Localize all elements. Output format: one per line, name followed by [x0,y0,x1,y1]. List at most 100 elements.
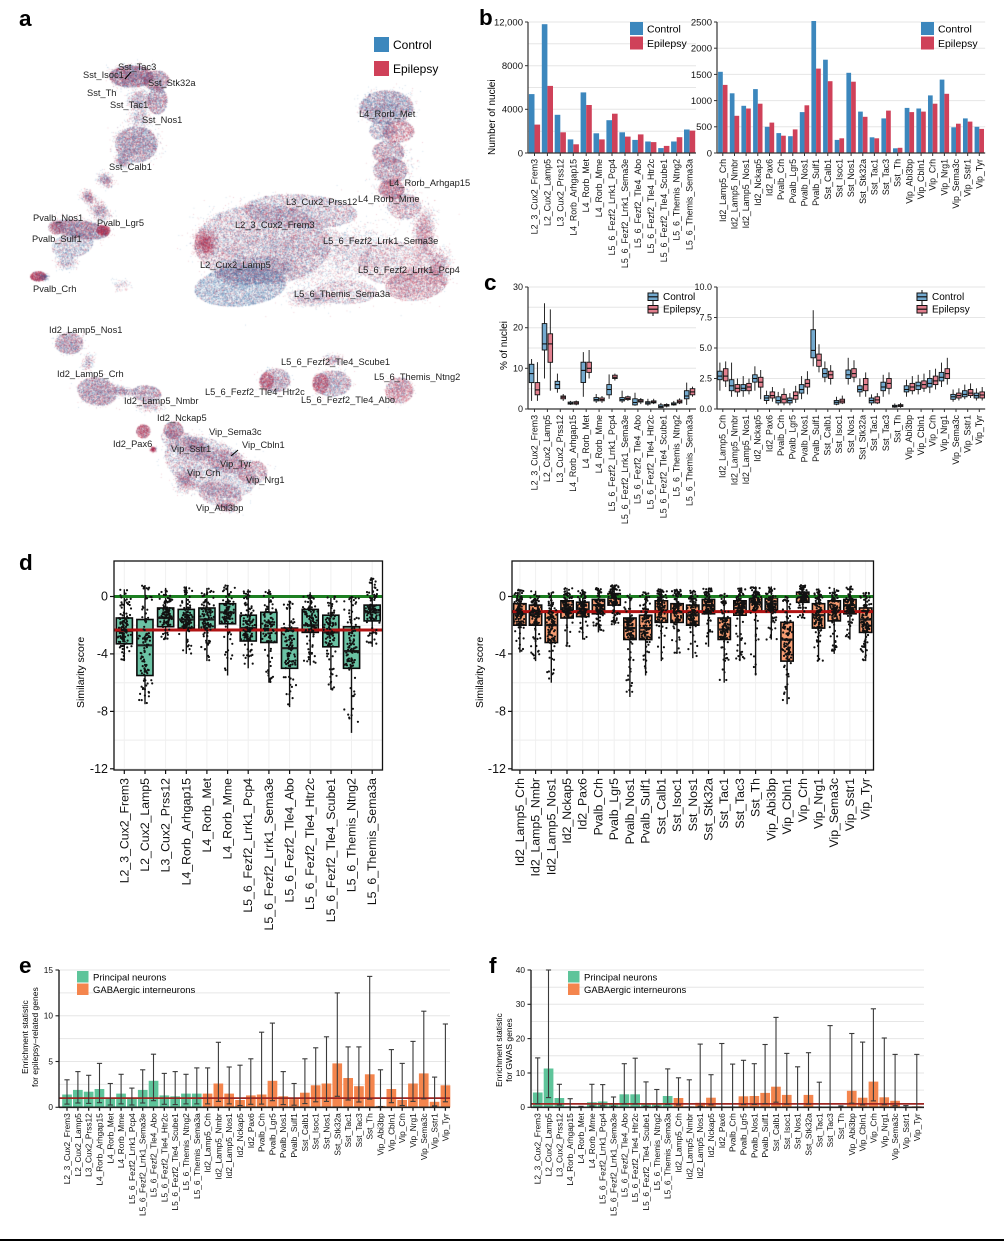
svg-text:L2_3_Cux2_Frem3: L2_3_Cux2_Frem3 [117,778,131,883]
svg-text:L4_Rorb_Arhgap15: L4_Rorb_Arhgap15 [95,1113,105,1186]
svg-text:L5_6_Fezf2_Tle4_Abo: L5_6_Fezf2_Tle4_Abo [633,159,643,248]
svg-text:12,000: 12,000 [494,17,523,28]
svg-text:Epilepsy: Epilepsy [647,38,687,50]
svg-text:Pvalb_Crh: Pvalb_Crh [33,284,76,294]
svg-text:Vip_Nrg1: Vip_Nrg1 [879,1113,889,1148]
svg-text:Vip_Tyr: Vip_Tyr [974,159,984,189]
svg-text:L5_6_Themis_Sema3a: L5_6_Themis_Sema3a [684,415,694,506]
svg-text:Pvalb_Crh: Pvalb_Crh [257,1113,267,1152]
svg-text:15: 15 [44,965,54,975]
svg-text:Id2_Lamp5_Nos1: Id2_Lamp5_Nos1 [49,325,122,335]
svg-text:Id2_Nckap5: Id2_Nckap5 [753,159,763,206]
svg-text:Principal neurons: Principal neurons [584,972,658,983]
svg-text:L5_6_Fezf2_Tle4_Scube1: L5_6_Fezf2_Tle4_Scube1 [658,159,668,262]
svg-text:L5_6_Fezf2_Tle4_Scube1: L5_6_Fezf2_Tle4_Scube1 [170,1113,180,1211]
svg-text:L5_6_Fezf2_Tle4_Htr2c: L5_6_Fezf2_Tle4_Htr2c [159,1113,169,1202]
svg-text:L5_6_Themis_Ntng2: L5_6_Themis_Ntng2 [671,415,681,497]
svg-text:Id2_Lamp5_Nmbr: Id2_Lamp5_Nmbr [729,159,739,229]
svg-text:Sst_Th: Sst_Th [836,1113,846,1140]
svg-text:L2_3_Cux2_Frem3: L2_3_Cux2_Frem3 [235,220,315,230]
svg-text:Id2_Lamp5_Nmbr: Id2_Lamp5_Nmbr [729,415,739,485]
svg-text:Sst_Th: Sst_Th [892,415,902,443]
svg-text:30: 30 [516,999,526,1009]
svg-text:0: 0 [499,590,506,604]
svg-text:L3_Cux2_Prss12: L3_Cux2_Prss12 [555,159,565,227]
svg-text:L4_Rorb_Met: L4_Rorb_Met [576,1113,586,1164]
svg-text:Vip_Nrg1: Vip_Nrg1 [939,159,949,196]
svg-text:L2_Cux2_Lamp5: L2_Cux2_Lamp5 [542,159,552,226]
svg-text:Sst_Tac3: Sst_Tac3 [881,159,891,195]
svg-text:Sst_Tac3: Sst_Tac3 [118,62,156,72]
svg-text:L4_Rorb_Mme: L4_Rorb_Mme [220,778,234,859]
svg-text:L3_Cux2_Prss12: L3_Cux2_Prss12 [84,1113,94,1177]
svg-text:40: 40 [516,965,526,975]
svg-text:Epilepsy: Epilepsy [663,305,701,316]
svg-text:10: 10 [516,1068,526,1078]
svg-text:Pvalb_Crh: Pvalb_Crh [776,159,786,200]
svg-text:Pvalb_Sulf1: Pvalb_Sulf1 [811,415,821,462]
svg-text:1500: 1500 [691,70,712,81]
svg-text:L5_6_Fezf2_Lrrk1_Pcp4: L5_6_Fezf2_Lrrk1_Pcp4 [127,1113,137,1204]
svg-text:1000: 1000 [691,96,712,107]
svg-text:Sst_Tac1: Sst_Tac1 [717,778,731,829]
svg-text:Id2_Pax6: Id2_Pax6 [764,159,774,196]
svg-text:Vip_Tyr: Vip_Tyr [858,778,872,819]
svg-text:Vip_Cbln1: Vip_Cbln1 [858,1113,868,1151]
svg-text:Pvalb_Sulf1: Pvalb_Sulf1 [811,159,821,206]
svg-text:Vip_Sstr1: Vip_Sstr1 [963,159,973,197]
svg-text:L4_Rorb_Mme: L4_Rorb_Mme [587,1113,597,1168]
svg-text:Vip_Cbln1: Vip_Cbln1 [916,159,926,199]
svg-text:L4_Rorb_Mme: L4_Rorb_Mme [358,194,420,204]
svg-text:L4_Rorb_Met: L4_Rorb_Met [581,158,591,212]
svg-text:Id2_Lamp5_Nmbr: Id2_Lamp5_Nmbr [213,1113,223,1180]
svg-text:Vip_Nrg1: Vip_Nrg1 [939,415,949,452]
svg-text:Sst_Nos1: Sst_Nos1 [685,778,699,831]
svg-text:0.0: 0.0 [699,404,712,414]
svg-text:Pvalb_Sulf1: Pvalb_Sulf1 [760,1113,770,1158]
svg-text:30: 30 [513,282,523,292]
svg-text:Vip_Abi3bp: Vip_Abi3bp [375,1113,385,1156]
svg-text:Sst_Nos1: Sst_Nos1 [793,1113,803,1149]
svg-text:Id2_Pax6: Id2_Pax6 [764,415,774,452]
svg-text:-12: -12 [89,762,107,776]
svg-text:Id2_Lamp5_Crh: Id2_Lamp5_Crh [718,159,728,222]
svg-text:L4_Rorb_Arhgap15: L4_Rorb_Arhgap15 [389,178,470,188]
svg-text:Sst_Isoc1: Sst_Isoc1 [782,1113,792,1150]
svg-text:Sst_Tac3: Sst_Tac3 [825,1113,835,1147]
svg-text:L5_6_Fezf2_Lrrk1_Pcp4: L5_6_Fezf2_Lrrk1_Pcp4 [607,159,617,255]
svg-text:Control: Control [938,25,972,36]
svg-text:Vip_Tyr: Vip_Tyr [912,1113,922,1141]
svg-text:Pvalb_Lgr5: Pvalb_Lgr5 [787,415,797,460]
svg-text:Sst_Tac1: Sst_Tac1 [869,415,879,451]
svg-text:0: 0 [48,1102,53,1112]
svg-text:Sst_Isoc1: Sst_Isoc1 [83,70,124,80]
svg-text:L5_6_Fezf2_Tle4_Scube1: L5_6_Fezf2_Tle4_Scube1 [281,357,390,367]
svg-text:Id2_Nckap5: Id2_Nckap5 [560,778,574,844]
svg-text:2.5: 2.5 [699,374,712,384]
svg-text:L5_6_Fezf2_Lrrk1_Sema3e: L5_6_Fezf2_Lrrk1_Sema3e [261,778,275,931]
svg-text:Sst_Isoc1: Sst_Isoc1 [834,159,844,198]
svg-text:Pvalb_Lgr5: Pvalb_Lgr5 [607,778,621,840]
svg-text:Id2_Nckap5: Id2_Nckap5 [157,413,207,423]
svg-text:L2_Cux2_Lamp5: L2_Cux2_Lamp5 [544,1113,554,1176]
svg-text:Sst_Th: Sst_Th [87,88,116,98]
svg-text:Vip_Abi3bp: Vip_Abi3bp [196,503,243,513]
svg-text:L5_6_Fezf2_Tle4_Htr2c: L5_6_Fezf2_Tle4_Htr2c [645,158,655,253]
svg-text:Sst_Stk32a: Sst_Stk32a [701,778,715,841]
svg-text:Vip_Sema3c: Vip_Sema3c [951,414,961,464]
svg-text:0: 0 [518,404,523,414]
svg-text:Id2_Lamp5_Crh: Id2_Lamp5_Crh [512,778,526,866]
svg-text:Vip_Abi3bp: Vip_Abi3bp [904,159,914,204]
svg-text:L5_6_Fezf2_Lrrk1_Sema3e: L5_6_Fezf2_Lrrk1_Sema3e [619,415,629,524]
svg-text:L5_6_Fezf2_Tle4_Abo: L5_6_Fezf2_Tle4_Abo [282,778,296,903]
svg-text:Sst_Isoc1: Sst_Isoc1 [311,1113,321,1150]
svg-text:Sst_Stk32a: Sst_Stk32a [332,1113,342,1156]
svg-text:Pvalb_Sulf1: Pvalb_Sulf1 [638,778,652,844]
svg-text:Id2_Pax6: Id2_Pax6 [575,778,589,830]
svg-text:Control: Control [647,24,681,36]
svg-text:L3_Cux2_Prss12: L3_Cux2_Prss12 [286,197,357,207]
svg-text:Sst_Isoc1: Sst_Isoc1 [834,415,844,454]
svg-text:4000: 4000 [502,105,523,116]
svg-text:L5_6_Themis_Sema3a: L5_6_Themis_Sema3a [192,1113,202,1199]
svg-text:Vip_Cbln1: Vip_Cbln1 [386,1113,396,1151]
